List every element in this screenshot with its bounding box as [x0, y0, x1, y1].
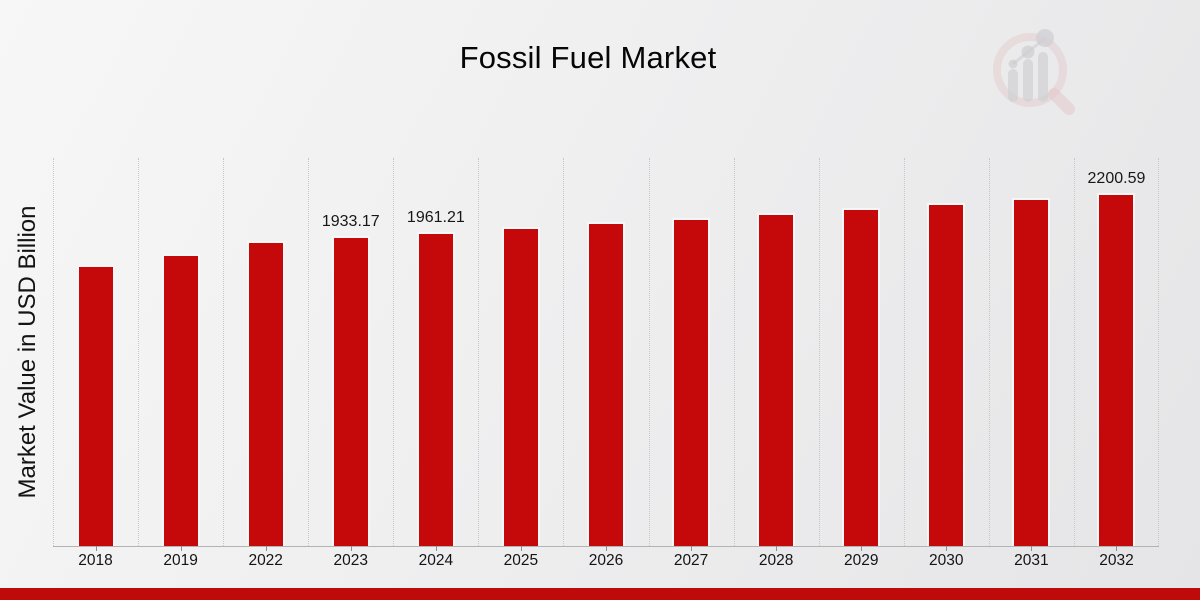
vertical-gridline — [818, 158, 820, 546]
vertical-gridline — [733, 158, 735, 546]
x-axis-tick — [435, 546, 437, 551]
x-axis-tick — [520, 546, 522, 551]
vertical-gridline — [563, 158, 565, 546]
x-axis-tick — [691, 546, 693, 551]
bar-2029 — [842, 208, 881, 546]
vertical-gridline — [223, 158, 225, 546]
bar-2026 — [587, 222, 625, 546]
vertical-gridline — [903, 158, 905, 546]
footer-accent-band — [0, 588, 1200, 600]
vertical-gridline — [53, 158, 54, 546]
x-tick-label-2030: 2030 — [929, 552, 964, 569]
vertical-gridline — [1158, 158, 1159, 546]
bar-2031 — [1012, 198, 1051, 546]
x-axis-tick — [1031, 546, 1033, 551]
x-tick-label-2027: 2027 — [673, 552, 709, 569]
bar-2027 — [672, 218, 711, 546]
bar-2028 — [757, 213, 796, 546]
vertical-gridline — [1073, 158, 1075, 546]
bar-2032 — [1097, 193, 1136, 546]
y-axis-label: Market Value in USD Billion — [14, 205, 41, 499]
x-tick-label-2029: 2029 — [843, 552, 879, 569]
x-tick-label-2026: 2026 — [588, 552, 624, 569]
x-axis-tick — [350, 546, 352, 551]
x-axis-tick — [95, 546, 97, 551]
bar-value-label-2024: 1961.21 — [406, 209, 465, 226]
vertical-gridline — [138, 158, 140, 546]
x-axis-tick — [265, 546, 267, 551]
bar-2019 — [161, 254, 200, 546]
x-axis-tick — [861, 546, 863, 551]
x-tick-label-2019: 2019 — [163, 552, 198, 569]
x-axis-tick — [946, 546, 948, 551]
bar-2018 — [76, 265, 115, 546]
x-tick-label-2028: 2028 — [758, 552, 794, 569]
x-tick-label-2025: 2025 — [503, 552, 539, 569]
bar-2024 — [416, 232, 455, 546]
bar-2023 — [331, 236, 370, 546]
x-axis: 2018 2019 2022 2023 2024 2025 2026 2027 2028 2029… — [53, 552, 1159, 574]
chart-title: Fossil Fuel Market — [459, 40, 717, 75]
x-axis-tick — [606, 546, 607, 551]
vertical-gridline — [478, 158, 480, 546]
x-tick-label-2022: 2022 — [248, 552, 283, 569]
bar-2022 — [246, 241, 285, 546]
bar-value-label-2032: 2200.59 — [1087, 170, 1146, 187]
bar-2025 — [501, 227, 540, 546]
vertical-gridline — [308, 158, 310, 546]
x-tick-label-2018: 2018 — [78, 552, 113, 569]
x-axis-tick — [776, 546, 778, 551]
x-axis-tick — [1116, 546, 1118, 551]
x-tick-label-2023: 2023 — [333, 552, 369, 569]
vertical-gridline — [988, 158, 990, 546]
x-axis-tick — [180, 546, 182, 551]
magnifier-growth-chart-logo-icon — [993, 29, 1075, 115]
x-tick-label-2024: 2024 — [418, 552, 454, 569]
x-tick-label-2031: 2031 — [1014, 552, 1049, 569]
vertical-gridline — [648, 158, 650, 546]
x-tick-label-2032: 2032 — [1099, 552, 1134, 569]
plot-area: 1933.17 1961.21 2200.59 — [53, 158, 1159, 551]
bar-value-label-2023: 1933.17 — [321, 213, 380, 230]
bar-2030 — [927, 203, 966, 546]
vertical-gridline — [393, 158, 395, 546]
